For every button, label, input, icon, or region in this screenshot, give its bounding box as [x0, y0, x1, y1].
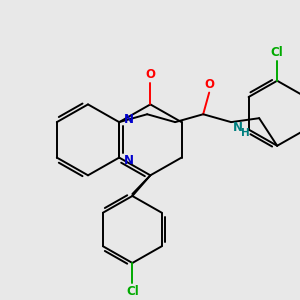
Text: Cl: Cl: [126, 285, 139, 298]
Text: N: N: [124, 113, 134, 126]
Text: Cl: Cl: [271, 46, 284, 59]
Text: H: H: [241, 128, 250, 138]
Text: N: N: [124, 154, 134, 167]
Text: O: O: [204, 78, 214, 91]
Text: N: N: [233, 121, 243, 134]
Text: O: O: [146, 68, 155, 81]
